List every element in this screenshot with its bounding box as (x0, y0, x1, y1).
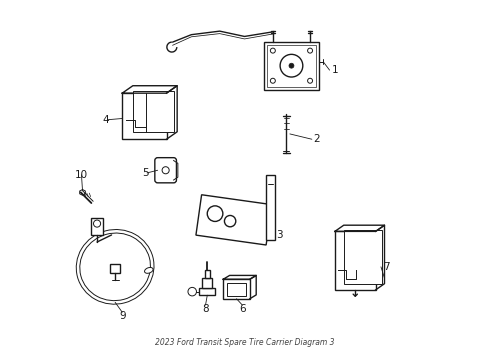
Text: 9: 9 (119, 311, 125, 321)
Circle shape (187, 287, 196, 296)
Bar (91, 218, 102, 235)
Text: 2023 Ford Transit Spare Tire Carrier Diagram 3: 2023 Ford Transit Spare Tire Carrier Dia… (154, 338, 334, 347)
Circle shape (270, 78, 275, 83)
Circle shape (207, 206, 223, 221)
Circle shape (224, 216, 235, 227)
Bar (199, 288, 215, 295)
Circle shape (270, 48, 275, 53)
Bar (202, 278, 212, 288)
Text: 1: 1 (331, 65, 337, 75)
Text: 3: 3 (276, 230, 283, 240)
Bar (266, 45, 315, 87)
Bar (264, 42, 318, 90)
Bar (265, 175, 274, 240)
Text: 10: 10 (74, 170, 87, 180)
Bar (334, 231, 375, 290)
Circle shape (93, 220, 101, 227)
Ellipse shape (144, 267, 153, 273)
Bar (110, 264, 120, 273)
Text: 4: 4 (102, 115, 108, 125)
FancyBboxPatch shape (155, 158, 176, 183)
Text: 5: 5 (142, 168, 148, 178)
Bar (122, 93, 166, 139)
Circle shape (280, 54, 302, 77)
Circle shape (307, 48, 312, 53)
Bar (343, 230, 381, 284)
Text: 7: 7 (382, 262, 388, 272)
Circle shape (162, 167, 169, 174)
Bar (223, 279, 249, 299)
Bar (226, 283, 245, 296)
Bar (204, 270, 209, 278)
Text: 8: 8 (202, 304, 208, 314)
Text: 6: 6 (239, 304, 245, 314)
Circle shape (307, 78, 312, 83)
Bar (196, 195, 271, 245)
Text: 2: 2 (313, 134, 320, 144)
Bar (133, 91, 174, 132)
Circle shape (288, 63, 293, 68)
